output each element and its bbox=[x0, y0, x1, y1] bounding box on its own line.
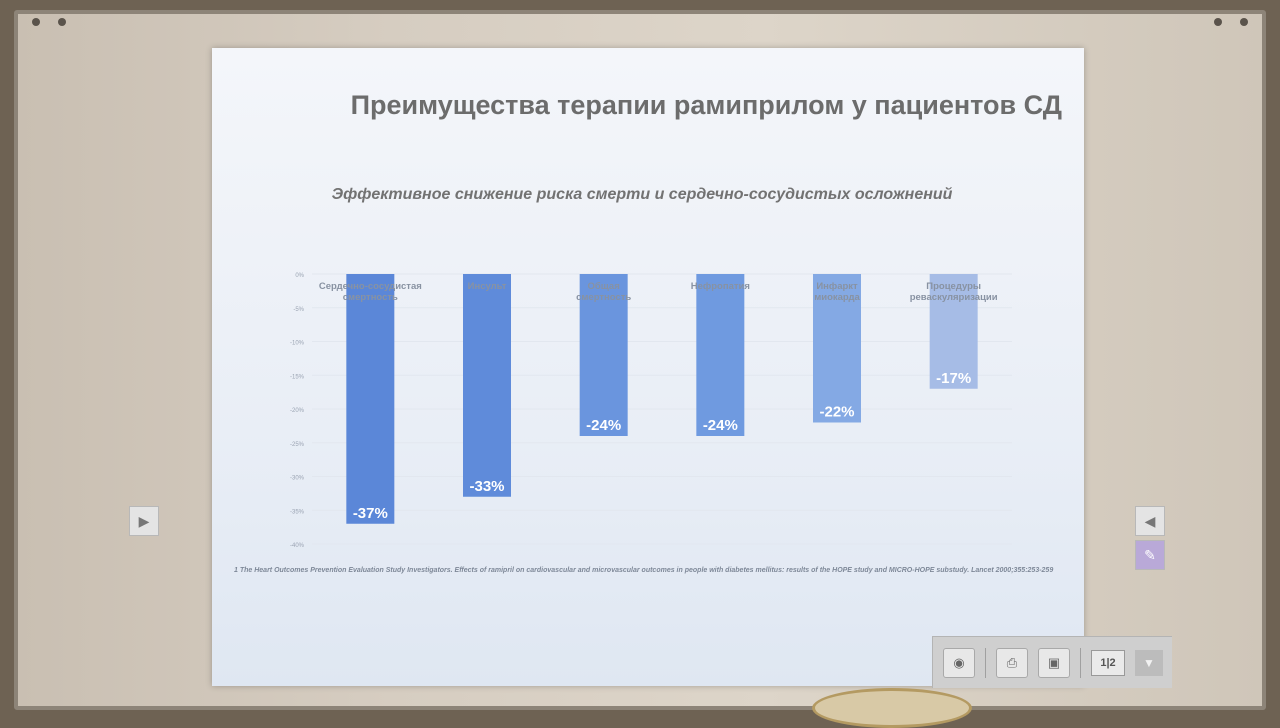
data-label: -22% bbox=[819, 404, 854, 421]
slide-subtitle: Эффективное снижение риска смерти и серд… bbox=[331, 186, 953, 203]
save-button[interactable]: ▣ bbox=[1038, 647, 1070, 678]
chart-bar bbox=[696, 274, 745, 436]
category-label: Инсульт bbox=[468, 281, 507, 292]
y-tick-label: -20% bbox=[290, 408, 305, 414]
presentation-slide: Преимущества терапии рамиприлом у пациен… bbox=[212, 48, 1084, 686]
category-label: реваскуляризации bbox=[910, 292, 998, 303]
y-tick-label: -40% bbox=[290, 543, 305, 549]
save-icon: ▣ bbox=[1047, 654, 1061, 670]
toolbar-divider bbox=[985, 647, 986, 678]
pen-icon: ✎ bbox=[1144, 546, 1156, 563]
chevron-down-icon: ▼ bbox=[1143, 655, 1155, 670]
toolbar-divider bbox=[1080, 647, 1081, 678]
data-label: -33% bbox=[469, 478, 504, 495]
category-label: смертность bbox=[576, 292, 631, 303]
data-label: -17% bbox=[936, 370, 971, 387]
data-label: -24% bbox=[586, 417, 621, 434]
y-tick-label: -35% bbox=[290, 509, 305, 515]
chart-bar bbox=[346, 274, 395, 524]
y-tick-label: -25% bbox=[290, 442, 305, 448]
chart-bar bbox=[579, 274, 628, 436]
category-label: Сердечно-сосудистая bbox=[319, 281, 422, 292]
chart-bar bbox=[813, 274, 861, 423]
category-label: Инфаркт bbox=[816, 281, 858, 292]
y-tick-label: -30% bbox=[290, 476, 305, 482]
bottom-toolbar: ◉ ⎙ ▣ 1|2 ▼ bbox=[932, 636, 1172, 688]
category-label: смертность bbox=[343, 292, 398, 303]
bar-chart: 0% -5% -10% -15% -20% -25% -30% -35% -40% Сердечн… bbox=[290, 273, 1012, 549]
corner-screw bbox=[1214, 18, 1222, 26]
next-arrow-icon: ▶ bbox=[138, 512, 150, 529]
print-button[interactable]: ⎙ bbox=[996, 647, 1028, 678]
category-label: Общая bbox=[588, 281, 620, 292]
data-label: -24% bbox=[703, 417, 738, 434]
next-page-button[interactable]: ▶ bbox=[129, 506, 159, 536]
corner-screw bbox=[32, 18, 40, 26]
chart-bar bbox=[929, 274, 978, 389]
page-indicator-button[interactable]: 1|2 bbox=[1091, 649, 1125, 676]
corner-screw bbox=[1240, 18, 1248, 26]
slide-footnote: 1 The Heart Outcomes Prevention Evaluati… bbox=[234, 567, 1054, 574]
pen-tool-button[interactable]: ✎ bbox=[1135, 540, 1165, 570]
slide-title: Преимущества терапии рамиприлом у пациен… bbox=[350, 90, 1062, 120]
projector-lamp bbox=[812, 688, 972, 728]
chart-bar bbox=[463, 274, 511, 497]
camera-icon: ◉ bbox=[953, 654, 965, 670]
prev-arrow-icon: ◀ bbox=[1144, 512, 1156, 529]
category-label: Нефропатия bbox=[691, 281, 750, 292]
y-tick-label: -5% bbox=[293, 307, 304, 313]
prev-page-button[interactable]: ◀ bbox=[1135, 506, 1165, 536]
category-label: миокарда bbox=[814, 292, 860, 303]
camera-button[interactable]: ◉ bbox=[943, 647, 975, 678]
toolbar-more-button[interactable]: ▼ bbox=[1135, 649, 1163, 676]
category-label: Процедуры bbox=[926, 281, 981, 292]
print-icon: ⎙ bbox=[1006, 654, 1018, 670]
data-label: -37% bbox=[353, 505, 388, 522]
corner-screw bbox=[58, 18, 66, 26]
y-tick-label: -10% bbox=[290, 341, 305, 347]
y-tick-label: 0% bbox=[295, 273, 304, 279]
y-tick-label: -15% bbox=[290, 374, 305, 380]
